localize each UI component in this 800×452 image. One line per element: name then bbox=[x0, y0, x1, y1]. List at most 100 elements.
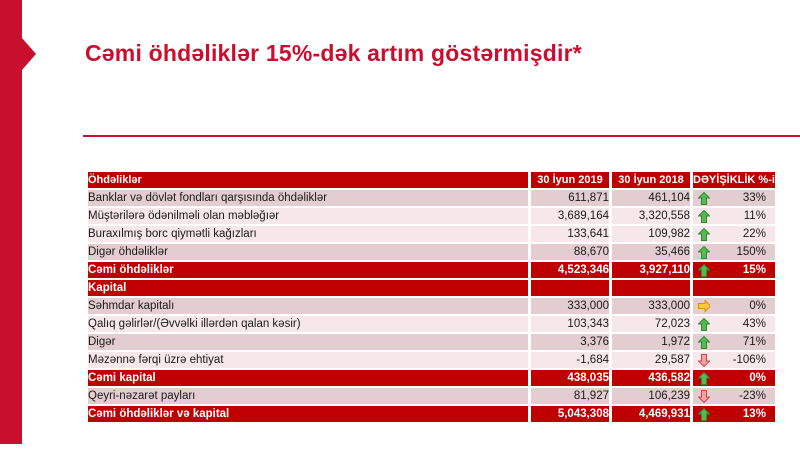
table-row: Cəmi kapital 438,035 436,582 0% bbox=[88, 370, 775, 386]
up-arrow-icon bbox=[698, 245, 710, 259]
change-cell: -106% bbox=[693, 352, 775, 368]
change-percent: 22% bbox=[742, 228, 766, 240]
change-percent: 0% bbox=[749, 372, 766, 384]
up-arrow-icon bbox=[698, 407, 710, 421]
value-2019: 611,871 bbox=[531, 190, 609, 206]
table-row: Səhmdar kapitalı 333,000 333,000 0% bbox=[88, 298, 775, 314]
header-liabilities: Öhdəliklər bbox=[88, 172, 528, 188]
change-cell: 13% bbox=[693, 406, 775, 422]
change-cell: -23% bbox=[693, 388, 775, 404]
value-2018: 3,320,558 bbox=[612, 208, 690, 224]
row-label: Qalıq gəlirlər/(Əvvəlki illərdən qalan k… bbox=[88, 316, 528, 332]
change-percent: 13% bbox=[742, 408, 766, 420]
row-label: Digər bbox=[88, 334, 528, 350]
change-percent: -23% bbox=[739, 390, 766, 402]
title-divider bbox=[83, 135, 800, 137]
page-title: Cəmi öhdəliklər 15%-dək artım göstərmişd… bbox=[85, 40, 582, 66]
table-row: Cəmi öhdəliklər 4,523,346 3,927,110 15% bbox=[88, 262, 775, 278]
value-2019: 333,000 bbox=[531, 298, 609, 314]
header-30-jun-2019: 30 İyun 2019 bbox=[531, 172, 609, 188]
table-header-row: Öhdəliklər 30 İyun 2019 30 İyun 2018 DƏY… bbox=[88, 172, 775, 188]
change-cell: 0% bbox=[693, 370, 775, 386]
value-2019: 5,043,308 bbox=[531, 406, 609, 422]
table-row: Digər 3,376 1,972 71% bbox=[88, 334, 775, 350]
table-row: Müştərilərə ödənilməli olan məbləğıər 3,6… bbox=[88, 208, 775, 224]
value-2019: 133,641 bbox=[531, 226, 609, 242]
value-2019: 88,670 bbox=[531, 244, 609, 260]
change-cell: 22% bbox=[693, 226, 775, 242]
change-cell: 43% bbox=[693, 316, 775, 332]
change-cell: 71% bbox=[693, 334, 775, 350]
change-percent: 33% bbox=[742, 192, 766, 204]
change-percent: 71% bbox=[742, 336, 766, 348]
table-row: Məzənnə fərqi üzrə ehtiyat -1,684 29,587 -1… bbox=[88, 352, 775, 368]
table-row: Buraxılmış borc qiymətli kağızları 133,64… bbox=[88, 226, 775, 242]
value-2018: 436,582 bbox=[612, 370, 690, 386]
financial-table: Öhdəliklər 30 İyun 2019 30 İyun 2018 DƏY… bbox=[85, 170, 778, 424]
table-row: Kapital bbox=[88, 280, 775, 296]
row-label: Müştərilərə ödənilməli olan məbləğıər bbox=[88, 208, 528, 224]
change-percent: -106% bbox=[732, 354, 766, 366]
row-label: Məzənnə fərqi üzrə ehtiyat bbox=[88, 352, 528, 368]
up-arrow-icon bbox=[698, 263, 710, 277]
value-2018: 333,000 bbox=[612, 298, 690, 314]
value-2018: 72,023 bbox=[612, 316, 690, 332]
up-arrow-icon bbox=[698, 227, 710, 241]
table-row: Cəmi öhdəliklər və kapital 5,043,308 4,469… bbox=[88, 406, 775, 422]
value-2018: 29,587 bbox=[612, 352, 690, 368]
table-row: Qalıq gəlirlər/(Əvvəlki illərdən qalan k… bbox=[88, 316, 775, 332]
up-arrow-icon bbox=[698, 191, 710, 205]
change-percent: 0% bbox=[749, 300, 766, 312]
value-2018: 3,927,110 bbox=[612, 262, 690, 278]
up-arrow-icon bbox=[698, 335, 710, 349]
change-cell: 33% bbox=[693, 190, 775, 206]
left-accent-arrowhead-icon bbox=[22, 38, 36, 70]
row-label: Cəmi öhdəliklər və kapital bbox=[88, 406, 528, 422]
change-cell: 15% bbox=[693, 262, 775, 278]
value-2018: 4,469,931 bbox=[612, 406, 690, 422]
row-label: Cəmi öhdəliklər bbox=[88, 262, 528, 278]
value-2018: 109,982 bbox=[612, 226, 690, 242]
header-change-pct: DƏYİŞİKLİK %-i bbox=[693, 172, 775, 188]
value-2018 bbox=[612, 280, 690, 296]
row-label: Qeyri-nəzarət payları bbox=[88, 388, 528, 404]
change-cell: 150% bbox=[693, 244, 775, 260]
right-arrow-icon bbox=[698, 299, 710, 313]
row-label: Digər öhdəliklər bbox=[88, 244, 528, 260]
value-2018: 1,972 bbox=[612, 334, 690, 350]
value-2018: 35,466 bbox=[612, 244, 690, 260]
row-label: Banklar və dövlət fondları qarşısında öh… bbox=[88, 190, 528, 206]
row-label: Buraxılmış borc qiymətli kağızları bbox=[88, 226, 528, 242]
value-2019 bbox=[531, 280, 609, 296]
change-percent: 150% bbox=[736, 246, 766, 258]
row-label: Kapital bbox=[88, 280, 528, 296]
change-cell: 0% bbox=[693, 298, 775, 314]
value-2019: 81,927 bbox=[531, 388, 609, 404]
up-arrow-icon bbox=[698, 209, 710, 223]
value-2018: 106,239 bbox=[612, 388, 690, 404]
row-label: Cəmi kapital bbox=[88, 370, 528, 386]
up-arrow-icon bbox=[698, 371, 710, 385]
row-label: Səhmdar kapitalı bbox=[88, 298, 528, 314]
change-percent: 43% bbox=[742, 318, 766, 330]
value-2019: 3,689,164 bbox=[531, 208, 609, 224]
value-2019: 438,035 bbox=[531, 370, 609, 386]
table-row: Banklar və dövlət fondları qarşısında öh… bbox=[88, 190, 775, 206]
down-arrow-icon bbox=[698, 353, 710, 367]
value-2019: 3,376 bbox=[531, 334, 609, 350]
down-arrow-icon bbox=[698, 389, 710, 403]
table-row: Qeyri-nəzarət payları 81,927 106,239 -23% bbox=[88, 388, 775, 404]
value-2019: 103,343 bbox=[531, 316, 609, 332]
up-arrow-icon bbox=[698, 317, 710, 331]
value-2019: 4,523,346 bbox=[531, 262, 609, 278]
table-row: Digər öhdəliklər 88,670 35,466 150% bbox=[88, 244, 775, 260]
change-cell bbox=[693, 280, 775, 296]
header-30-jun-2018: 30 İyun 2018 bbox=[612, 172, 690, 188]
value-2018: 461,104 bbox=[612, 190, 690, 206]
table-header: Öhdəliklər 30 İyun 2019 30 İyun 2018 DƏY… bbox=[88, 172, 775, 188]
change-percent: 15% bbox=[742, 264, 766, 276]
change-cell: 11% bbox=[693, 208, 775, 224]
change-percent: 11% bbox=[743, 210, 766, 222]
value-2019: -1,684 bbox=[531, 352, 609, 368]
left-accent-bar bbox=[0, 0, 22, 444]
